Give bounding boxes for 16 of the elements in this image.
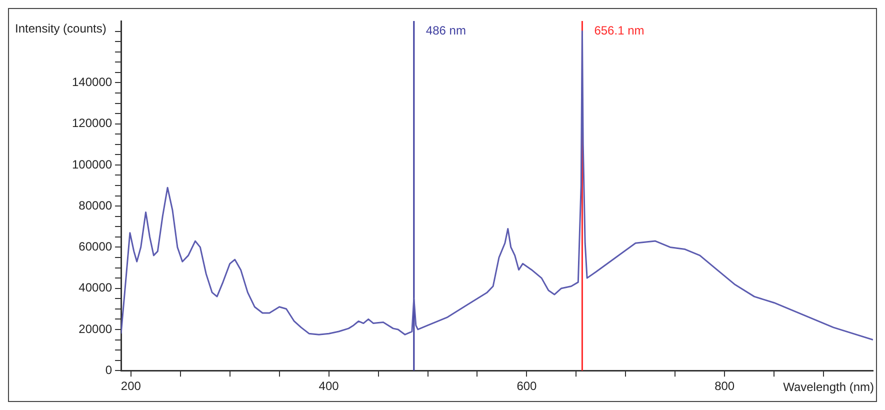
- y-tick-label: 140000: [72, 75, 112, 90]
- x-tick-label: 600: [516, 379, 538, 394]
- x-axis-title: Wavelength (nm): [783, 380, 874, 394]
- ref-line-label: 656.1 nm: [594, 23, 644, 38]
- y-tick-label: 80000: [78, 198, 112, 212]
- y-axis-title: Intensity (counts): [15, 21, 106, 36]
- x-tick-label: 200: [120, 379, 142, 394]
- y-tick-label: 0: [105, 362, 112, 377]
- x-tick-label: 400: [318, 379, 340, 394]
- y-tick-label: 40000: [78, 280, 112, 295]
- x-tick-label: 800: [714, 379, 735, 394]
- y-tick-label: 120000: [72, 116, 112, 130]
- y-tick-label: 20000: [78, 322, 112, 336]
- y-tick-label: 60000: [78, 240, 112, 254]
- ref-line-label: 486 nm: [426, 23, 466, 38]
- y-tick-label: 100000: [72, 157, 112, 172]
